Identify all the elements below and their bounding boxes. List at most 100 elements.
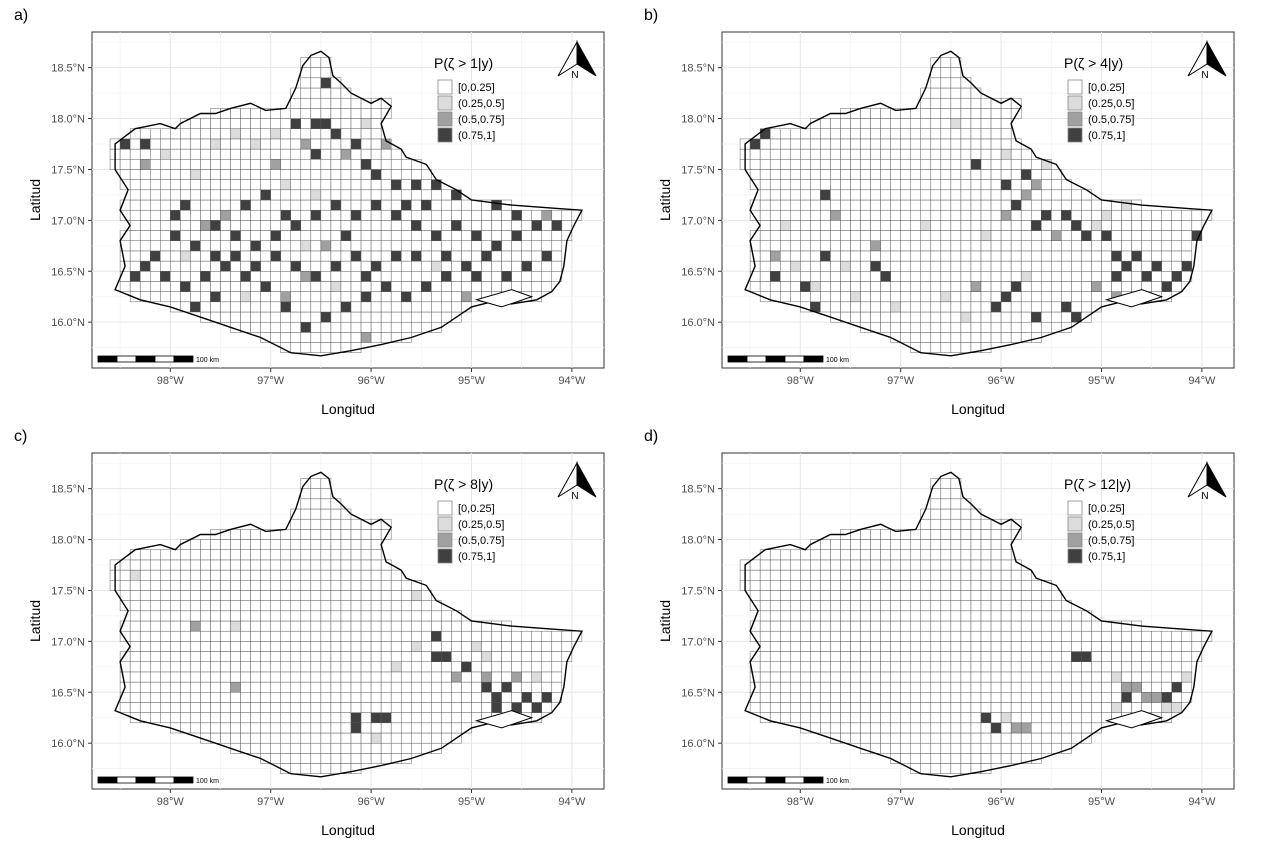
grid-cell — [230, 630, 241, 642]
grid-cell — [400, 189, 412, 201]
grid-cell — [200, 281, 211, 292]
grid-cell — [220, 559, 231, 571]
grid-cell — [421, 610, 432, 622]
grid-cell — [840, 702, 851, 713]
grid-cell — [330, 630, 342, 642]
grid-cell — [431, 651, 442, 662]
grid-cell — [860, 108, 871, 119]
grid-cell — [790, 702, 801, 713]
grid-cell — [920, 692, 932, 703]
grid-cell — [210, 661, 221, 673]
grid-cell — [1020, 722, 1032, 734]
grid-cell — [250, 732, 261, 744]
grid-cell — [280, 600, 292, 612]
grid-cell — [170, 240, 181, 252]
grid-cell — [340, 159, 352, 170]
grid-cell — [129, 569, 141, 581]
grid-cell — [900, 539, 911, 550]
grid-cell — [990, 692, 1002, 703]
grid-cell — [170, 250, 181, 262]
grid-cell — [230, 118, 241, 129]
grid-cell — [441, 630, 452, 642]
grid-cell — [300, 240, 312, 252]
grid-cell — [461, 281, 472, 292]
grid-cell — [421, 630, 432, 642]
grid-cell — [980, 179, 992, 191]
grid-cell — [950, 199, 962, 211]
grid-cell — [1101, 671, 1112, 683]
grid-cell — [200, 671, 211, 683]
grid-cell — [820, 118, 831, 129]
grid-cell — [350, 159, 362, 170]
grid-cell — [900, 630, 911, 642]
grid-cell — [150, 169, 161, 180]
grid-cell — [940, 753, 952, 764]
grid-cell — [980, 590, 992, 601]
grid-cell — [491, 260, 502, 272]
grid-cell — [910, 742, 922, 754]
grid-cell — [400, 159, 412, 170]
grid-cell — [870, 620, 881, 632]
grid-cell — [220, 580, 231, 591]
grid-cell — [810, 260, 821, 272]
grid-cell — [1051, 732, 1062, 744]
grid-cell — [380, 260, 392, 272]
grid-cell — [850, 580, 861, 591]
grid-cell — [270, 569, 281, 581]
grid-cell — [920, 712, 932, 724]
grid-cell — [300, 77, 312, 89]
grid-cell — [300, 138, 312, 150]
grid-cell — [200, 569, 211, 581]
grid-cell — [1041, 169, 1052, 180]
grid-cell — [780, 148, 791, 160]
grid-cell — [431, 722, 442, 734]
grid-cell — [360, 118, 372, 129]
grid-cell — [880, 230, 891, 241]
grid-cell — [150, 281, 161, 292]
grid-cell — [300, 692, 312, 703]
grid-cell — [759, 230, 771, 241]
grid-cell — [970, 620, 982, 632]
x-axis-label: Longitud — [951, 822, 1005, 838]
grid-cell — [380, 301, 392, 313]
grid-cell — [880, 630, 891, 642]
grid-cell — [160, 138, 171, 150]
grid-cell — [190, 159, 201, 170]
grid-cell — [950, 763, 962, 774]
grid-cell — [1041, 271, 1052, 282]
grid-cell — [970, 291, 982, 303]
grid-cell — [310, 97, 322, 109]
grid-cell — [240, 128, 251, 140]
grid-cell — [890, 311, 901, 323]
grid-cell — [810, 148, 821, 160]
grid-cell — [360, 712, 372, 724]
grid-cell — [920, 271, 932, 282]
grid-cell — [870, 169, 881, 180]
grid-cell — [461, 661, 472, 673]
grid-cell — [1000, 722, 1012, 734]
grid-cell — [350, 271, 362, 282]
grid-cell — [431, 712, 442, 724]
grid-cell — [1041, 220, 1052, 231]
grid-cell — [1061, 260, 1072, 272]
grid-cell — [900, 620, 911, 632]
grid-cell — [980, 321, 992, 333]
grid-cell — [1010, 301, 1022, 313]
grid-cell — [300, 301, 312, 313]
grid-cell — [1131, 681, 1142, 693]
grid-cell — [900, 271, 911, 282]
grid-cell — [930, 590, 942, 601]
grid-cell — [960, 630, 972, 642]
grid-cell — [930, 651, 942, 662]
grid-cell — [200, 692, 211, 703]
grid-cell — [900, 260, 911, 272]
grid-cell — [250, 220, 261, 231]
grid-cell — [1071, 301, 1082, 313]
grid-cell — [990, 732, 1002, 744]
grid-cell — [940, 87, 952, 99]
grid-cell — [840, 271, 851, 282]
grid-cell — [1030, 281, 1042, 292]
state-boundary — [744, 471, 1214, 778]
grid-cell — [940, 77, 952, 89]
grid-cell — [790, 240, 801, 252]
